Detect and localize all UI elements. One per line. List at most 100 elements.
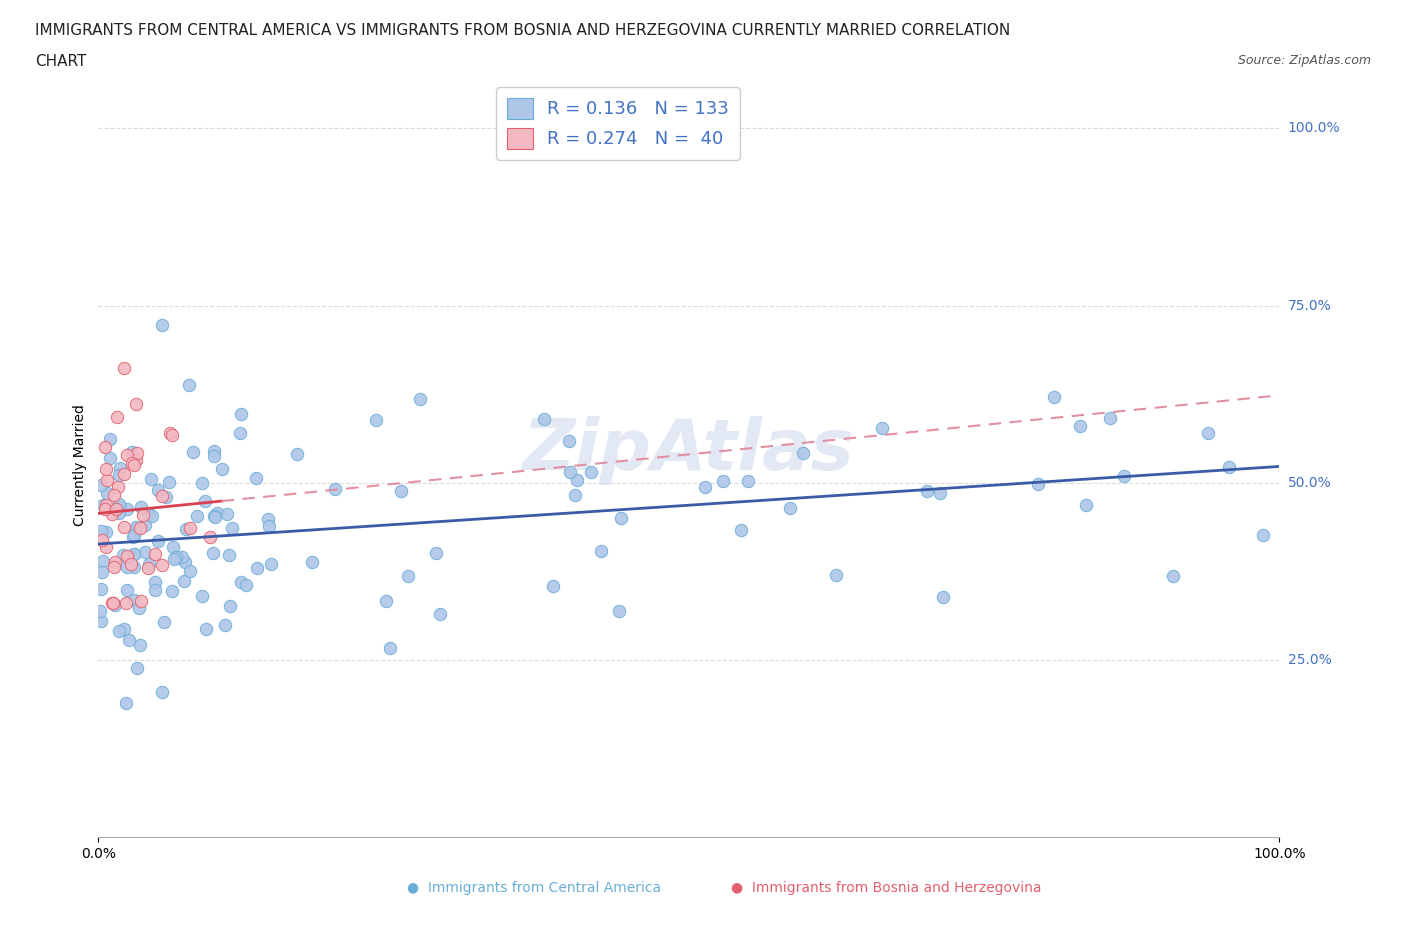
Point — [162, 539, 184, 554]
Point — [730, 523, 752, 538]
Point — [112, 621, 135, 636]
Point — [94, 461, 117, 476]
Point — [90, 565, 112, 579]
Point — [129, 499, 152, 514]
Point — [204, 510, 226, 525]
Point — [389, 483, 412, 498]
Point — [202, 545, 225, 560]
Point — [146, 534, 169, 549]
Point — [186, 509, 208, 524]
Point — [104, 597, 127, 612]
Point — [579, 465, 602, 480]
Text: 50.0%: 50.0% — [1288, 476, 1331, 490]
Point — [141, 509, 163, 524]
Point — [101, 596, 124, 611]
Point — [115, 548, 138, 563]
Point — [122, 547, 145, 562]
Point — [90, 581, 112, 596]
Point — [136, 560, 159, 575]
Point — [155, 489, 177, 504]
Point — [179, 564, 201, 578]
Point — [89, 604, 111, 618]
Point — [152, 317, 174, 332]
Point — [121, 445, 143, 459]
Point — [409, 392, 432, 406]
Point — [378, 640, 401, 655]
Point — [152, 684, 174, 699]
Text: 75.0%: 75.0% — [1288, 299, 1331, 312]
Point — [96, 472, 118, 487]
Point — [218, 548, 240, 563]
Point — [191, 475, 214, 490]
Point — [366, 413, 388, 428]
Point — [429, 606, 451, 621]
Text: 100.0%: 100.0% — [1288, 122, 1340, 136]
Point — [567, 472, 589, 487]
Point — [112, 466, 135, 481]
Point — [146, 482, 169, 497]
Point — [96, 498, 118, 512]
Point — [108, 497, 131, 512]
Point — [558, 433, 581, 448]
Point — [221, 521, 243, 536]
Point — [96, 485, 118, 500]
Point — [125, 522, 148, 537]
Point — [325, 482, 347, 497]
Point — [128, 601, 150, 616]
Text: ●  Immigrants from Central America: ● Immigrants from Central America — [408, 881, 661, 896]
Point — [202, 448, 225, 463]
Point — [285, 446, 308, 461]
Point — [165, 550, 187, 565]
Point — [112, 520, 135, 535]
Point — [124, 560, 146, 575]
Point — [111, 548, 134, 563]
Point — [125, 661, 148, 676]
Point — [215, 507, 238, 522]
Point — [181, 445, 204, 459]
Point — [219, 599, 242, 614]
Point — [198, 529, 221, 544]
Point — [179, 378, 201, 392]
Point — [98, 432, 121, 446]
Text: CHART: CHART — [35, 54, 87, 69]
Legend: R = 0.136   N = 133, R = 0.274   N =  40: R = 0.136 N = 133, R = 0.274 N = 40 — [496, 87, 740, 160]
Point — [1069, 418, 1091, 433]
Point — [150, 557, 173, 572]
Point — [564, 487, 586, 502]
Point — [125, 396, 148, 411]
Point — [138, 557, 160, 572]
Point — [872, 421, 894, 436]
Point — [193, 494, 215, 509]
Point — [229, 406, 252, 421]
Point — [107, 480, 129, 495]
Point — [90, 477, 112, 492]
Point — [104, 554, 127, 569]
Point — [1042, 390, 1064, 405]
Point — [115, 502, 138, 517]
Point — [150, 488, 173, 503]
Point — [90, 524, 112, 538]
Point — [162, 428, 184, 443]
Point — [103, 560, 125, 575]
Point — [108, 461, 131, 476]
Point — [101, 596, 124, 611]
Point — [170, 550, 193, 565]
Point — [91, 498, 114, 512]
Point — [1197, 426, 1219, 441]
Point — [125, 453, 148, 468]
Point — [101, 506, 124, 521]
Point — [917, 484, 939, 498]
Text: 25.0%: 25.0% — [1288, 653, 1331, 667]
Point — [104, 501, 127, 516]
Point — [541, 578, 564, 593]
Point — [94, 440, 117, 455]
Point — [1098, 411, 1121, 426]
Point — [695, 480, 717, 495]
Point — [173, 574, 195, 589]
Point — [115, 696, 138, 711]
Text: ●  Immigrants from Bosnia and Herzegovina: ● Immigrants from Bosnia and Herzegovina — [731, 881, 1040, 896]
Point — [779, 500, 801, 515]
Point — [98, 450, 121, 465]
Point — [127, 445, 149, 460]
Point — [138, 507, 160, 522]
